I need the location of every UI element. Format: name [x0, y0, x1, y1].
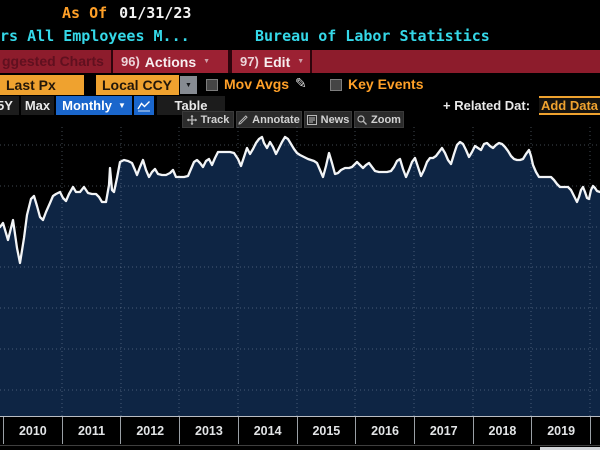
actions-shortcut: 96) — [121, 54, 140, 69]
annotate-label: Annotate — [252, 113, 300, 126]
as-of-label: As Of — [62, 4, 108, 22]
x-axis-year: 2017 — [413, 417, 473, 444]
bottom-edge-strip — [540, 447, 600, 450]
track-label: Track — [200, 113, 230, 126]
table-button[interactable]: Table — [157, 96, 225, 115]
edit-button[interactable]: 97) Edit ▼ — [230, 50, 312, 73]
pencil-icon[interactable]: ✎ — [295, 75, 307, 91]
price-field-dropdown[interactable]: Last Px — [0, 75, 84, 95]
currency-dropdown[interactable]: Local CCY — [96, 75, 179, 95]
currency-caret-button[interactable]: ▼ — [180, 76, 197, 94]
price-chart[interactable] — [0, 127, 600, 416]
as-of-date: 01/31/23 — [119, 4, 192, 22]
zoom-button[interactable]: Zoom — [354, 111, 404, 128]
annotate-button[interactable]: Annotate — [236, 111, 302, 128]
area-fill — [0, 137, 600, 416]
x-axis-year: 2013 — [179, 417, 238, 444]
axis-top-line — [0, 416, 600, 417]
news-button[interactable]: News — [304, 111, 352, 128]
x-axis-year: 2010 — [3, 417, 62, 444]
related-data-button[interactable]: + Related Dat: — [443, 98, 531, 113]
chevron-down-icon: ▼ — [117, 101, 126, 110]
suggested-charts-tab[interactable]: ggested Charts — [2, 53, 104, 69]
range-5y-button[interactable]: 5Y — [0, 96, 19, 115]
chevron-down-icon: ▼ — [297, 58, 305, 65]
x-axis-year: 2018 — [472, 417, 532, 444]
axis-under-line — [0, 445, 600, 446]
key-events-checkbox[interactable] — [330, 79, 342, 91]
news-icon — [306, 114, 317, 125]
chart-type-button[interactable] — [134, 96, 154, 115]
x-axis-year: 2016 — [355, 417, 414, 444]
frequency-label: Monthly — [62, 98, 112, 113]
security-title: rs All Employees M... — [0, 27, 190, 45]
chevron-down-icon: ▼ — [203, 58, 211, 65]
annotate-pencil-icon — [238, 114, 248, 125]
news-label: News — [320, 113, 350, 126]
magnifier-icon — [357, 114, 368, 125]
x-axis-year: 2019 — [531, 417, 590, 444]
key-events-label[interactable]: Key Events — [348, 76, 424, 92]
x-axis-year: 2015 — [296, 417, 356, 444]
x-axis: 2010 2011 2012 2013 2014 2015 2016 2017 2018 2019 — [0, 417, 600, 444]
x-axis-year: 2014 — [237, 417, 297, 444]
line-chart-icon — [137, 100, 150, 111]
mov-avgs-label[interactable]: Mov Avgs — [224, 76, 290, 92]
actions-button[interactable]: 96) Actions ▼ — [111, 50, 230, 73]
data-source-label: Bureau of Labor Statistics — [255, 27, 490, 45]
edit-label: Edit — [263, 53, 291, 70]
x-axis-year: 2012 — [120, 417, 179, 444]
frequency-dropdown[interactable]: Monthly ▼ — [56, 96, 132, 115]
actions-label: Actions — [144, 53, 197, 70]
as-of-row: As Of 01/31/23 — [62, 4, 191, 22]
add-data-button[interactable]: Add Data — [539, 96, 600, 115]
mov-avgs-checkbox[interactable] — [206, 79, 218, 91]
zoom-label: Zoom — [371, 113, 401, 126]
menu-bar: ggested Charts 96) Actions ▼ 97) Edit ▼ — [0, 50, 600, 73]
range-max-button[interactable]: Max — [21, 96, 54, 115]
edit-shortcut: 97) — [240, 54, 259, 69]
track-button[interactable]: Track — [182, 111, 234, 128]
x-axis-year: 2011 — [61, 417, 121, 444]
track-crosshair-icon — [186, 114, 197, 125]
period-bar: 5Y Max Monthly ▼ Table + Related Dat: Ad… — [0, 96, 600, 115]
price-line — [0, 135, 600, 265]
chevron-down-icon: ▼ — [185, 81, 192, 89]
x-axis-partial-band — [590, 417, 600, 444]
